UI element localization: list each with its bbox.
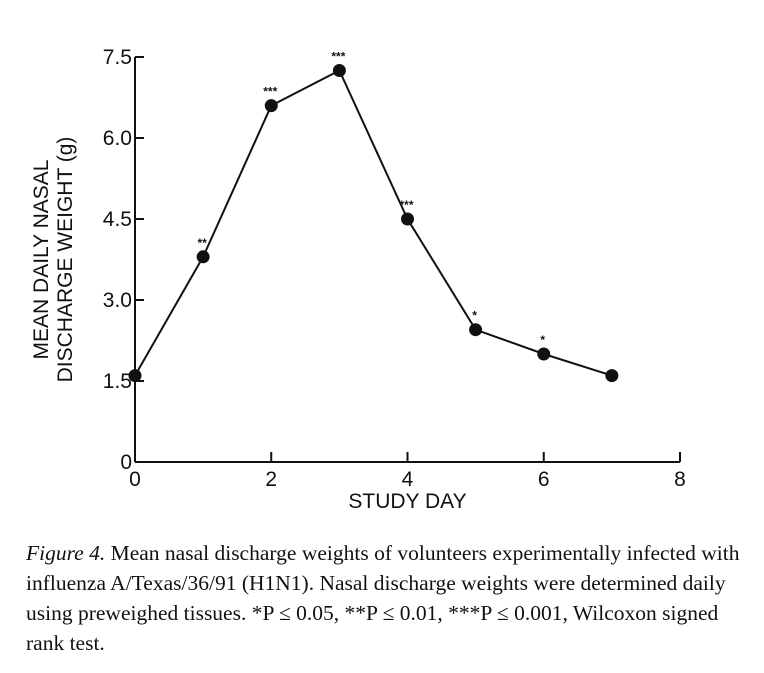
significance-label: *** (331, 50, 345, 64)
data-point (605, 369, 619, 383)
data-point (469, 323, 483, 337)
figure-caption: Figure 4. Mean nasal discharge weights o… (26, 538, 756, 658)
x-tick-label: 8 (674, 468, 686, 491)
data-point (128, 369, 142, 383)
data-point (264, 99, 278, 113)
significance-label: ** (197, 236, 207, 250)
y-tick-label: 1.5 (103, 370, 132, 393)
chart-series: ************* (128, 50, 619, 383)
y-tick-label: 0 (120, 451, 132, 474)
y-axis-label: MEAN DAILY NASAL (30, 160, 53, 360)
data-point (196, 250, 210, 264)
x-tick-label: 0 (129, 468, 141, 491)
data-point (537, 347, 551, 361)
x-tick-label: 6 (538, 468, 550, 491)
significance-label: * (540, 333, 545, 347)
y-tick-label: 4.5 (103, 208, 132, 231)
chart-axis-labels: STUDY DAY MEAN DAILY NASAL DISCHARGE WEIGH… (30, 137, 467, 513)
figure-caption-text: Mean nasal discharge weights of voluntee… (26, 541, 740, 655)
figure-caption-label: Figure 4. (26, 541, 106, 565)
x-axis-label: STUDY DAY (348, 490, 466, 513)
chart-axes (134, 57, 680, 463)
data-point (332, 64, 346, 77)
x-tick-label: 4 (402, 468, 414, 491)
y-tick-label: 7.5 (103, 46, 132, 69)
data-point (401, 212, 414, 226)
y-tick-label: 3.0 (103, 289, 132, 312)
line-chart: 01.53.04.56.07.50 2 4 6 8 ************* STUD… (30, 46, 686, 513)
y-tick-label: 6.0 (103, 127, 132, 150)
y-axis-label: DISCHARGE WEIGHT (g) (54, 137, 77, 383)
chart-ticks: 0 1.5 3.0 4.5 6.0 7.5 0 2 4 6 8 (103, 46, 686, 491)
series-line (134, 69, 613, 377)
significance-label: *** (263, 85, 277, 99)
x-tick-label: 2 (265, 468, 277, 491)
significance-label: *** (399, 198, 413, 212)
significance-label: * (472, 309, 477, 323)
